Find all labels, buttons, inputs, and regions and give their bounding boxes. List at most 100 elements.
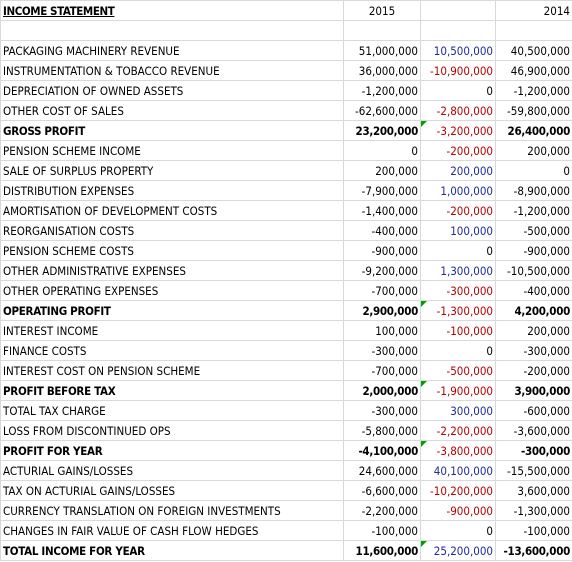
change-cell[interactable]: -500,000 (420, 360, 496, 381)
value-cell[interactable]: 200,000 (343, 160, 421, 181)
row-label[interactable]: SALE OF SURPLUS PROPERTY (0, 160, 344, 181)
change-cell[interactable]: 25,200,000 (420, 540, 496, 561)
row-label[interactable]: REORGANISATION COSTS (0, 220, 344, 241)
value-cell[interactable]: -100,000 (343, 520, 421, 541)
value-cell[interactable]: -300,000 (495, 440, 572, 461)
row-label[interactable]: OPERATING PROFIT (0, 300, 344, 321)
value-cell[interactable]: -15,500,000 (495, 460, 572, 481)
row-label[interactable]: LOSS FROM DISCONTINUED OPS (0, 420, 344, 441)
row-label[interactable]: DISTRIBUTION EXPENSES (0, 180, 344, 201)
value-cell[interactable]: -1,200,000 (495, 80, 572, 101)
value-cell[interactable]: -300,000 (495, 340, 572, 361)
change-cell[interactable]: -3,200,000 (420, 120, 496, 141)
value-cell[interactable]: 23,200,000 (343, 120, 421, 141)
row-label[interactable]: GROSS PROFIT (0, 120, 344, 141)
change-cell[interactable]: -2,200,000 (420, 420, 496, 441)
row-label[interactable]: PROFIT BEFORE TAX (0, 380, 344, 401)
value-cell[interactable]: 200,000 (495, 320, 572, 341)
value-cell[interactable]: -59,800,000 (495, 100, 572, 121)
row-label[interactable]: CHANGES IN FAIR VALUE OF CASH FLOW HEDGE… (0, 520, 344, 541)
empty-cell[interactable] (420, 0, 496, 21)
row-label[interactable]: FINANCE COSTS (0, 340, 344, 361)
value-cell[interactable]: -900,000 (343, 240, 421, 261)
value-cell[interactable]: -700,000 (343, 360, 421, 381)
change-cell[interactable]: -900,000 (420, 500, 496, 521)
change-cell[interactable]: 300,000 (420, 400, 496, 421)
value-cell[interactable]: -9,200,000 (343, 260, 421, 281)
change-cell[interactable]: 10,500,000 (420, 40, 496, 61)
change-cell[interactable]: -300,000 (420, 280, 496, 301)
change-cell[interactable]: -1,300,000 (420, 300, 496, 321)
row-label[interactable]: INTEREST INCOME (0, 320, 344, 341)
value-cell[interactable]: 26,400,000 (495, 120, 572, 141)
empty-cell[interactable] (495, 20, 572, 41)
value-cell[interactable]: -300,000 (343, 340, 421, 361)
row-label[interactable]: ACTURIAL GAINS/LOSSES (0, 460, 344, 481)
value-cell[interactable]: -600,000 (495, 400, 572, 421)
change-cell[interactable]: -3,800,000 (420, 440, 496, 461)
value-cell[interactable]: -10,500,000 (495, 260, 572, 281)
change-cell[interactable]: -2,800,000 (420, 100, 496, 121)
value-cell[interactable]: -400,000 (343, 220, 421, 241)
value-cell[interactable]: -400,000 (495, 280, 572, 301)
value-cell[interactable]: 46,900,000 (495, 60, 572, 81)
row-label[interactable]: OTHER COST OF SALES (0, 100, 344, 121)
value-cell[interactable]: 2,900,000 (343, 300, 421, 321)
value-cell[interactable]: -300,000 (343, 400, 421, 421)
value-cell[interactable]: 51,000,000 (343, 40, 421, 61)
row-label[interactable]: TOTAL TAX CHARGE (0, 400, 344, 421)
value-cell[interactable]: -5,800,000 (343, 420, 421, 441)
value-cell[interactable]: 0 (343, 140, 421, 161)
value-cell[interactable]: 24,600,000 (343, 460, 421, 481)
change-cell[interactable]: -200,000 (420, 200, 496, 221)
value-cell[interactable]: -1,200,000 (495, 200, 572, 221)
row-label[interactable]: OTHER OPERATING EXPENSES (0, 280, 344, 301)
value-cell[interactable]: -6,600,000 (343, 480, 421, 501)
change-cell[interactable]: 100,000 (420, 220, 496, 241)
value-cell[interactable]: -4,100,000 (343, 440, 421, 461)
title-cell[interactable]: INCOME STATEMENT (0, 0, 344, 21)
row-label[interactable]: DEPRECIATION OF OWNED ASSETS (0, 80, 344, 101)
change-cell[interactable]: 40,100,000 (420, 460, 496, 481)
value-cell[interactable]: 4,200,000 (495, 300, 572, 321)
value-cell[interactable]: -1,300,000 (495, 500, 572, 521)
value-cell[interactable]: 40,500,000 (495, 40, 572, 61)
empty-cell[interactable] (0, 20, 344, 41)
change-cell[interactable]: 0 (420, 340, 496, 361)
value-cell[interactable]: -7,900,000 (343, 180, 421, 201)
change-cell[interactable]: -200,000 (420, 140, 496, 161)
empty-cell[interactable] (420, 20, 496, 41)
value-cell[interactable]: -3,600,000 (495, 420, 572, 441)
change-cell[interactable]: -100,000 (420, 320, 496, 341)
change-cell[interactable]: -1,900,000 (420, 380, 496, 401)
change-cell[interactable]: 0 (420, 520, 496, 541)
value-cell[interactable]: 36,000,000 (343, 60, 421, 81)
value-cell[interactable]: -500,000 (495, 220, 572, 241)
value-cell[interactable]: 2,000,000 (343, 380, 421, 401)
value-cell[interactable]: -700,000 (343, 280, 421, 301)
row-label[interactable]: PENSION SCHEME INCOME (0, 140, 344, 161)
row-label[interactable]: TOTAL INCOME FOR YEAR (0, 540, 344, 561)
year-cell[interactable]: 2014 (495, 0, 572, 21)
row-label[interactable]: AMORTISATION OF DEVELOPMENT COSTS (0, 200, 344, 221)
value-cell[interactable]: -200,000 (495, 360, 572, 381)
year-cell[interactable]: 2015 (343, 0, 421, 21)
value-cell[interactable]: -100,000 (495, 520, 572, 541)
value-cell[interactable]: 3,900,000 (495, 380, 572, 401)
value-cell[interactable]: 100,000 (343, 320, 421, 341)
change-cell[interactable]: -10,900,000 (420, 60, 496, 81)
change-cell[interactable]: -10,200,000 (420, 480, 496, 501)
empty-cell[interactable] (343, 20, 421, 41)
row-label[interactable]: CURRENCY TRANSLATION ON FOREIGN INVESTME… (0, 500, 344, 521)
row-label[interactable]: PENSION SCHEME COSTS (0, 240, 344, 261)
value-cell[interactable]: 3,600,000 (495, 480, 572, 501)
value-cell[interactable]: -8,900,000 (495, 180, 572, 201)
value-cell[interactable]: -13,600,000 (495, 540, 572, 561)
row-label[interactable]: INTEREST COST ON PENSION SCHEME (0, 360, 344, 381)
value-cell[interactable]: -62,600,000 (343, 100, 421, 121)
value-cell[interactable]: 200,000 (495, 140, 572, 161)
value-cell[interactable]: -2,200,000 (343, 500, 421, 521)
row-label[interactable]: TAX ON ACTURIAL GAINS/LOSSES (0, 480, 344, 501)
row-label[interactable]: PACKAGING MACHINERY REVENUE (0, 40, 344, 61)
change-cell[interactable]: 1,300,000 (420, 260, 496, 281)
